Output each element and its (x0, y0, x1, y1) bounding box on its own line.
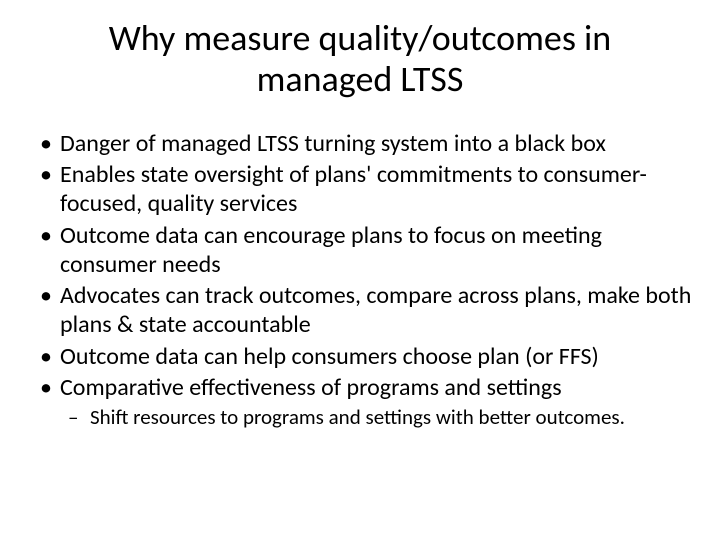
bullet-item: Advocates can track outcomes, compare ac… (36, 281, 692, 340)
bullet-text: Comparative effectiveness of programs an… (60, 373, 562, 402)
slide-title: Why measure quality/outcomes in managed … (28, 18, 692, 101)
slide-content: Danger of managed LTSS turning system in… (28, 129, 692, 431)
bullet-item: Enables state oversight of plans' commit… (36, 160, 692, 219)
bullet-item: Outcome data can help consumers choose p… (36, 342, 692, 371)
bullet-text: Outcome data can help consumers choose p… (60, 342, 599, 371)
bullet-item: Comparative effectiveness of programs an… (36, 373, 692, 431)
sub-bullet-item: Shift resources to programs and settings… (66, 404, 692, 430)
bullet-list: Danger of managed LTSS turning system in… (36, 129, 692, 431)
bullet-text: Enables state oversight of plans' commit… (60, 160, 647, 218)
bullet-text: Advocates can track outcomes, compare ac… (60, 281, 691, 339)
bullet-text: Outcome data can encourage plans to focu… (60, 221, 602, 279)
bullet-item: Outcome data can encourage plans to focu… (36, 221, 692, 280)
bullet-text: Danger of managed LTSS turning system in… (60, 129, 606, 158)
sub-bullet-list: Shift resources to programs and settings… (60, 404, 692, 430)
slide-container: Why measure quality/outcomes in managed … (0, 0, 720, 540)
sub-bullet-text: Shift resources to programs and settings… (90, 404, 625, 430)
bullet-item: Danger of managed LTSS turning system in… (36, 129, 692, 158)
